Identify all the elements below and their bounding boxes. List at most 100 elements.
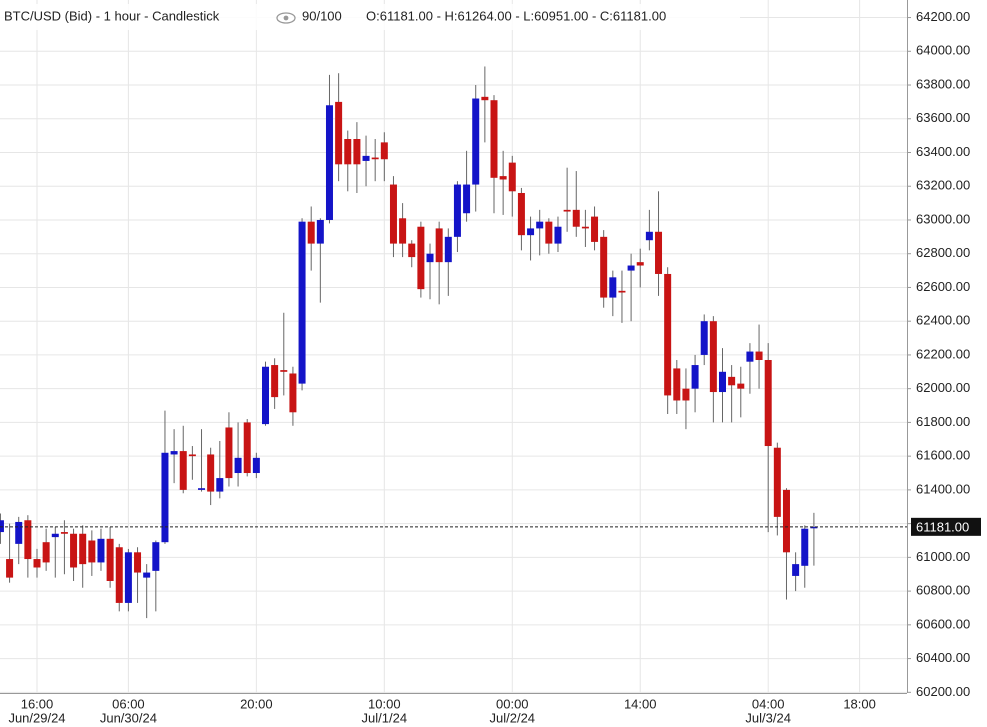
candle-body: [289, 373, 297, 413]
header-bg: [0, 4, 740, 30]
y-tick-label: 60800.00: [916, 583, 970, 598]
candle-body: [161, 452, 169, 543]
candle-body: [773, 447, 781, 517]
candle-body: [325, 105, 333, 220]
candle-body: [801, 528, 809, 566]
candle-body: [207, 454, 215, 492]
candle-body: [709, 321, 717, 393]
candle-body: [636, 262, 644, 266]
y-tick-label: 63200.00: [916, 178, 970, 193]
candle-body: [481, 96, 489, 101]
candle-body: [179, 451, 187, 490]
x-date-label: Jun/29/24: [8, 710, 65, 725]
y-tick-label: 61000.00: [916, 549, 970, 564]
candle-body: [792, 564, 800, 576]
candle-body: [79, 533, 87, 565]
candle-body: [746, 351, 754, 362]
candle-body: [399, 218, 407, 244]
zoom-level: 90/100: [302, 8, 342, 23]
x-date-label: Jun/30/24: [100, 710, 157, 725]
candle-body: [362, 155, 370, 161]
candle-body: [600, 236, 608, 298]
x-tick-label: 20:00: [240, 696, 273, 711]
candle-body: [243, 422, 251, 474]
candle-body: [70, 533, 78, 568]
candle-body: [106, 538, 114, 581]
candle-body: [42, 542, 50, 563]
candle-body: [755, 351, 763, 360]
candle-body: [134, 552, 142, 573]
candle-body: [737, 383, 745, 389]
candle-body: [728, 376, 736, 386]
candle-body: [6, 559, 14, 578]
ohlc-readout: O:61181.00 - H:61264.00 - L:60951.00 - C…: [366, 8, 666, 23]
candle-body: [353, 139, 361, 165]
candle-body: [517, 192, 525, 236]
candle-body: [645, 231, 653, 241]
eye-icon: [276, 12, 296, 24]
candle-body: [115, 547, 123, 603]
y-tick-label: 64200.00: [916, 9, 970, 24]
candles: [0, 66, 818, 619]
candle-body: [554, 226, 562, 244]
candle-body: [472, 98, 480, 185]
candle-body: [719, 371, 726, 393]
candle-body: [170, 451, 178, 455]
x-tick-label: 18:00: [843, 696, 876, 711]
y-tick-label: 61400.00: [916, 481, 970, 496]
candle-body: [371, 157, 379, 160]
y-tick-label: 63400.00: [916, 144, 970, 159]
last-price-box: [911, 517, 981, 536]
y-tick-label: 62600.00: [916, 279, 970, 294]
x-tick-label: 14:00: [624, 696, 657, 711]
x-tick-label: 00:00: [496, 696, 529, 711]
candle-body: [97, 538, 105, 563]
y-tick-label: 60600.00: [916, 616, 970, 631]
candle-body: [60, 532, 68, 534]
y-tick-label: 61600.00: [916, 448, 970, 463]
candle-body: [124, 552, 132, 603]
y-tick-label: 60400.00: [916, 650, 970, 665]
candle-body: [88, 540, 96, 563]
candle-body: [591, 216, 599, 242]
candle-body: [673, 368, 681, 401]
candle-body: [581, 226, 589, 229]
candle-body: [51, 533, 59, 538]
candle-body: [426, 253, 434, 263]
x-date-label: Jul/2/24: [490, 710, 536, 725]
candle-body: [536, 221, 544, 229]
last-price-label: 61181.00: [916, 519, 969, 534]
y-tick-label: 64000.00: [916, 43, 970, 58]
candle-body: [627, 265, 635, 271]
candle-body: [316, 219, 324, 244]
candle-body: [33, 559, 41, 568]
candle-body: [508, 162, 516, 192]
x-tick-label: 06:00: [112, 696, 145, 711]
candle-body: [408, 243, 416, 258]
candle-body: [188, 454, 196, 457]
candle-body: [444, 236, 452, 263]
candle-body: [380, 142, 388, 160]
candle-body: [655, 231, 663, 274]
candle-body: [335, 101, 343, 165]
x-tick-label: 10:00: [368, 696, 401, 711]
x-date-label: Jul/1/24: [362, 710, 408, 725]
candle-body: [545, 221, 553, 244]
candle-body: [463, 184, 471, 214]
candle-body: [298, 221, 306, 384]
candle-body: [453, 184, 461, 237]
candle-body: [700, 321, 708, 355]
y-tick-label: 63600.00: [916, 110, 970, 125]
candle-body: [618, 290, 626, 293]
candle-body: [563, 209, 571, 212]
candle-body: [15, 521, 23, 544]
candle-body: [435, 228, 443, 263]
y-tick-label: 62000.00: [916, 380, 970, 395]
candle-body: [252, 457, 260, 474]
y-tick-label: 60200.00: [916, 684, 970, 699]
candle-body: [527, 228, 535, 236]
candle-body: [691, 365, 699, 389]
candle-body: [682, 388, 690, 401]
x-date-label: Jul/3/24: [745, 710, 791, 725]
